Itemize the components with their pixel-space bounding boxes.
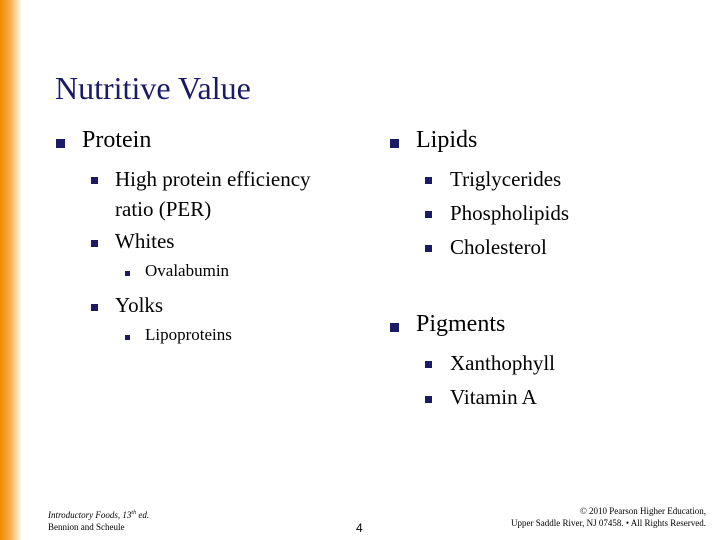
bullet-square-icon [425, 396, 432, 403]
bullet-square-icon [125, 335, 130, 340]
bullet-square-icon [425, 245, 432, 252]
bullet-square-icon [425, 211, 432, 218]
bullet-square-icon [425, 361, 432, 368]
footer-book-credit: Introductory Foods, 13th ed. Bennion and… [48, 507, 149, 533]
vitamin-a-label: Vitamin A [450, 385, 537, 409]
bullet-square-icon [91, 177, 98, 184]
footer-book-edition-suffix: ed. [136, 510, 150, 520]
bullet-square-icon [425, 177, 432, 184]
pigments-heading: Pigments [416, 311, 506, 337]
bullet-square-icon [91, 240, 98, 247]
bullet-square-icon [91, 304, 98, 311]
footer-book-title: Introductory Foods, 13 [48, 510, 132, 520]
slide-title: Nutritive Value [55, 70, 251, 106]
copyright-line2: Upper Saddle River, NJ 07458. • All Righ… [510, 518, 706, 528]
footer-copyright: © 2010 Pearson Higher Education, Upper S… [511, 505, 706, 529]
xanthophyll-label: Xanthophyll [450, 351, 555, 375]
lipoproteins-label: Lipoproteins [145, 325, 232, 344]
footer-book-title-line: Introductory Foods, 13th ed. [48, 507, 149, 521]
yolks-label: Yolks [115, 293, 164, 317]
per-label-line1: High protein efficiency [115, 167, 311, 191]
phospholipids-label: Phospholipids [450, 201, 570, 225]
footer-book-edition-sup: th [131, 510, 137, 516]
ovalabumin-label: Ovalabumin [145, 261, 230, 280]
per-label-line2: ratio (PER) [115, 197, 212, 221]
cholesterol-label: Cholesterol [450, 235, 547, 259]
footer-authors: Bennion and Scheule [48, 522, 125, 532]
bullet-square-icon [390, 323, 399, 332]
accent-gradient-bar [0, 0, 22, 540]
lipids-heading: Lipids [416, 127, 478, 153]
whites-label: Whites [115, 229, 175, 253]
bullet-square-icon [390, 139, 399, 148]
bullet-square-icon [125, 271, 130, 276]
triglycerides-label: Triglycerides [450, 167, 562, 191]
bullet-square-icon [56, 139, 65, 148]
protein-heading: Protein [82, 127, 152, 153]
page-number: 4 [356, 521, 363, 535]
copyright-line1: © 2010 Pearson Higher Education, [579, 506, 706, 516]
